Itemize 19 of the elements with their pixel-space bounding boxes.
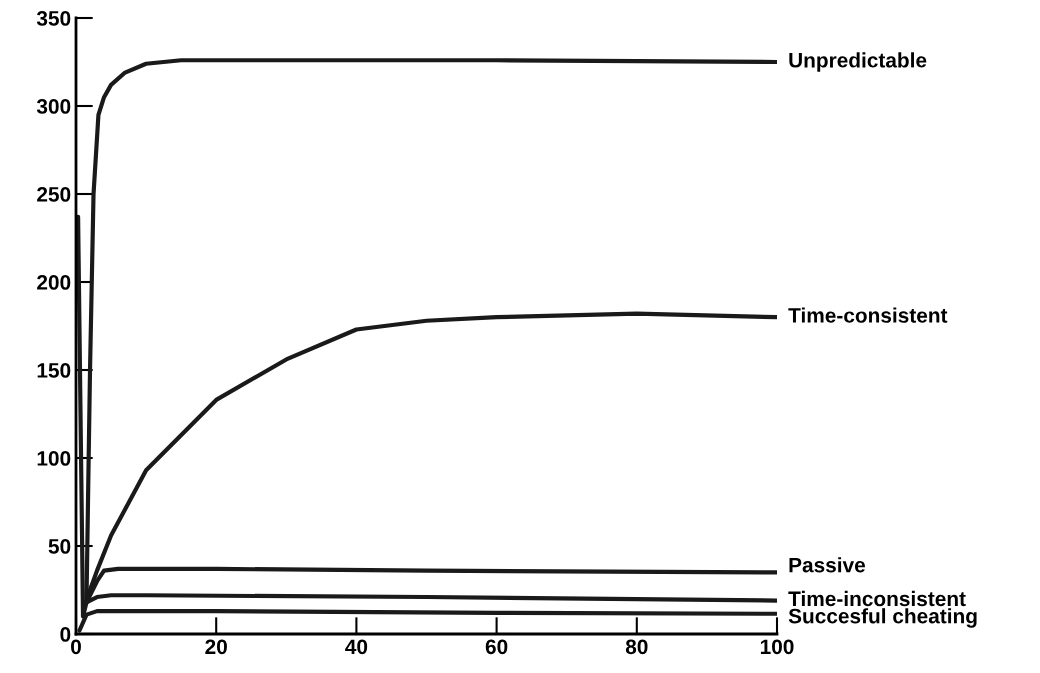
y-tick-label: 300	[36, 99, 71, 114]
series-label: Time-consistent	[788, 307, 948, 323]
x-tick-label: 40	[345, 639, 368, 655]
x-tick-label: 100	[760, 639, 794, 655]
y-tick-label: 50	[48, 539, 71, 554]
series-label: Unpredictable	[789, 52, 927, 72]
series-label: Time-inconsistent	[788, 590, 966, 607]
x-tick-label: 20	[205, 639, 227, 655]
y-tick-label: 200	[37, 275, 71, 290]
series-label: Succesful cheating	[788, 608, 977, 628]
x-tick-label: 80	[625, 639, 648, 655]
series-label: Passive	[789, 557, 866, 573]
x-tick-label: 60	[485, 639, 508, 655]
y-tick-label: 250	[37, 187, 71, 202]
y-tick-label: 100	[37, 451, 71, 466]
x-tick-label: 0	[71, 639, 81, 655]
y-tick-label: 0	[60, 627, 71, 642]
y-tick-label: 350	[36, 11, 71, 26]
y-tick-label: 150	[37, 363, 71, 378]
